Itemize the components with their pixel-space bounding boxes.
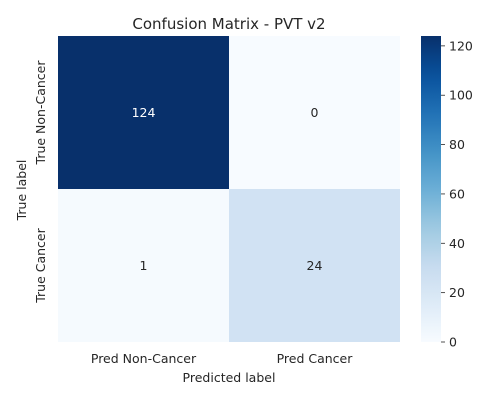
chart-title: Confusion Matrix - PVT v2 <box>132 15 325 33</box>
y-tick-label: True Non-Cancer <box>33 60 48 166</box>
heatmap-cell-0-1 <box>229 36 400 189</box>
x-axis-label: Predicted label <box>183 370 276 385</box>
colorbar-tick-label: 120 <box>449 38 473 53</box>
cell-value-label-0-0: 124 <box>132 105 156 120</box>
colorbar-tick-label: 40 <box>449 236 465 251</box>
colorbar-tick-label: 80 <box>449 137 465 152</box>
x-tick-label: Pred Cancer <box>277 351 354 366</box>
cell-value-label-0-1: 0 <box>311 105 319 120</box>
heatmap-cell-1-0 <box>58 189 229 342</box>
heatmap-cell-1-1 <box>229 189 400 342</box>
colorbar-tick-label: 20 <box>449 285 465 300</box>
colorbar-gradient <box>421 36 441 342</box>
cell-value-label-1-1: 24 <box>307 258 323 273</box>
colorbar-tick-label: 0 <box>449 335 457 350</box>
y-tick-labels: True Non-Cancer True Cancer <box>33 60 48 304</box>
y-axis-label: True label <box>14 160 29 222</box>
cell-value-label-1-0: 1 <box>140 258 148 273</box>
x-tick-labels: Pred Non-Cancer Pred Cancer <box>91 351 353 366</box>
colorbar-tick-label: 60 <box>449 186 465 201</box>
colorbar-tick-label: 100 <box>449 88 473 103</box>
y-tick-label: True Cancer <box>33 227 48 303</box>
heatmap-cell-0-0 <box>58 36 229 189</box>
colorbar: 0 20 40 60 80 100 120 <box>421 36 473 350</box>
heatmap-cells: 124 01 24 <box>58 36 400 342</box>
x-tick-label: Pred Non-Cancer <box>91 351 197 366</box>
